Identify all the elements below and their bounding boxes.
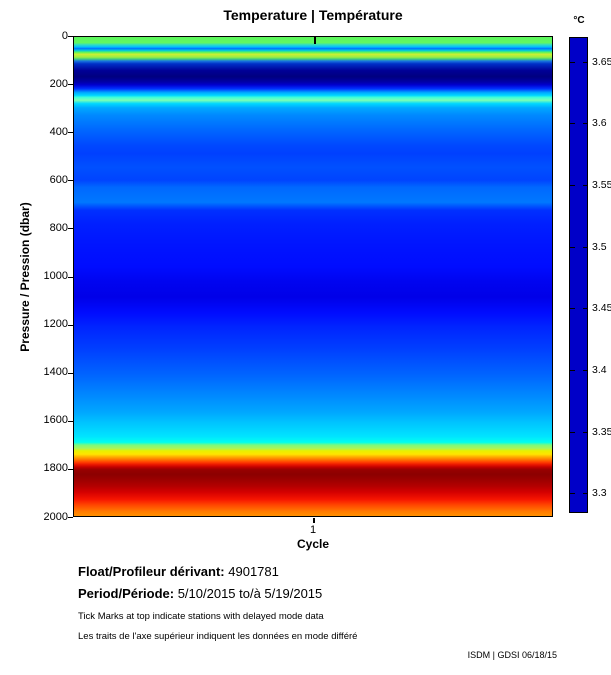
y-tick-label: 400	[49, 125, 68, 138]
colorbar-tick-mark	[583, 431, 588, 433]
y-tick-label: 2000	[43, 510, 68, 523]
colorbar-tick-label: 3.35	[592, 425, 611, 438]
y-tick-label: 1200	[43, 318, 68, 331]
colorbar-tick-mark	[570, 61, 575, 63]
colorbar-tick-label: 3.3	[592, 487, 607, 500]
period-line: Period/Période: 5/10/2015 to/à 5/19/2015	[78, 586, 322, 601]
note-english: Tick Marks at top indicate stations with…	[78, 611, 324, 622]
period-label: Period/Période:	[78, 586, 175, 601]
colorbar-unit-label: °C	[573, 15, 585, 26]
colorbar-tick-label: 3.6	[592, 117, 607, 130]
heatmap-plot	[73, 36, 553, 517]
colorbar-tick-mark	[583, 185, 588, 187]
y-tick-mark	[68, 276, 73, 278]
colorbar-tick-label: 3.45	[592, 302, 611, 315]
colorbar-tick-mark	[583, 61, 588, 63]
colorbar-tick-mark	[570, 308, 575, 310]
colorbar-tick-mark	[570, 123, 575, 125]
colorbar-tick-mark	[570, 370, 575, 372]
y-tick-mark	[68, 180, 73, 182]
delayed-mode-tick	[314, 37, 316, 44]
y-tick-label: 1400	[43, 366, 68, 379]
y-tick-label: 800	[49, 221, 68, 234]
colorbar-tick-mark	[570, 246, 575, 248]
y-tick-mark	[68, 324, 73, 326]
float-id-line: Float/Profileur dérivant: 4901781	[78, 564, 279, 579]
period-value: 5/10/2015 to/à 5/19/2015	[174, 586, 323, 601]
y-tick-label: 1600	[43, 414, 68, 427]
y-tick-mark	[68, 36, 73, 37]
y-tick-mark	[68, 517, 73, 518]
colorbar-tick-label: 3.55	[592, 179, 611, 192]
y-tick-mark	[68, 372, 73, 374]
colorbar-tick-mark	[583, 370, 588, 372]
y-tick-label: 1000	[43, 270, 68, 282]
y-tick-mark	[68, 228, 73, 230]
colorbar-tick-mark	[583, 123, 588, 125]
x-axis-label: Cycle	[296, 537, 330, 551]
colorbar-tick-mark	[570, 493, 575, 495]
colorbar-tick-label: 3.65	[592, 55, 611, 68]
y-tick-label: 600	[49, 173, 68, 186]
float-id-value: 4901781	[224, 564, 279, 579]
x-tick-label: 1	[309, 524, 317, 536]
credit-line: ISDM | GDSI 06/18/15	[467, 650, 557, 660]
y-tick-mark	[68, 132, 73, 134]
y-tick-label: 200	[49, 77, 68, 90]
note-french: Les traits de l'axe supérieur indiquent …	[78, 631, 358, 642]
float-id-label: Float/Profileur dérivant:	[78, 564, 225, 579]
y-tick-mark	[68, 420, 73, 422]
y-tick-label: 1800	[43, 462, 68, 475]
colorbar-tick-label: 3.4	[592, 364, 607, 377]
colorbar-tick-mark	[583, 246, 588, 248]
y-tick-label: 0	[61, 29, 68, 42]
colorbar	[569, 37, 588, 513]
colorbar-tick-label: 3.5	[592, 240, 607, 253]
x-tick-mark	[313, 518, 315, 523]
colorbar-tick-mark	[583, 308, 588, 310]
colorbar-tick-mark	[570, 431, 575, 433]
y-tick-mark	[68, 84, 73, 86]
colorbar-tick-mark	[570, 185, 575, 187]
colorbar-tick-mark	[583, 493, 588, 495]
chart-title: Temperature | Température	[223, 7, 403, 23]
y-tick-mark	[68, 468, 73, 470]
